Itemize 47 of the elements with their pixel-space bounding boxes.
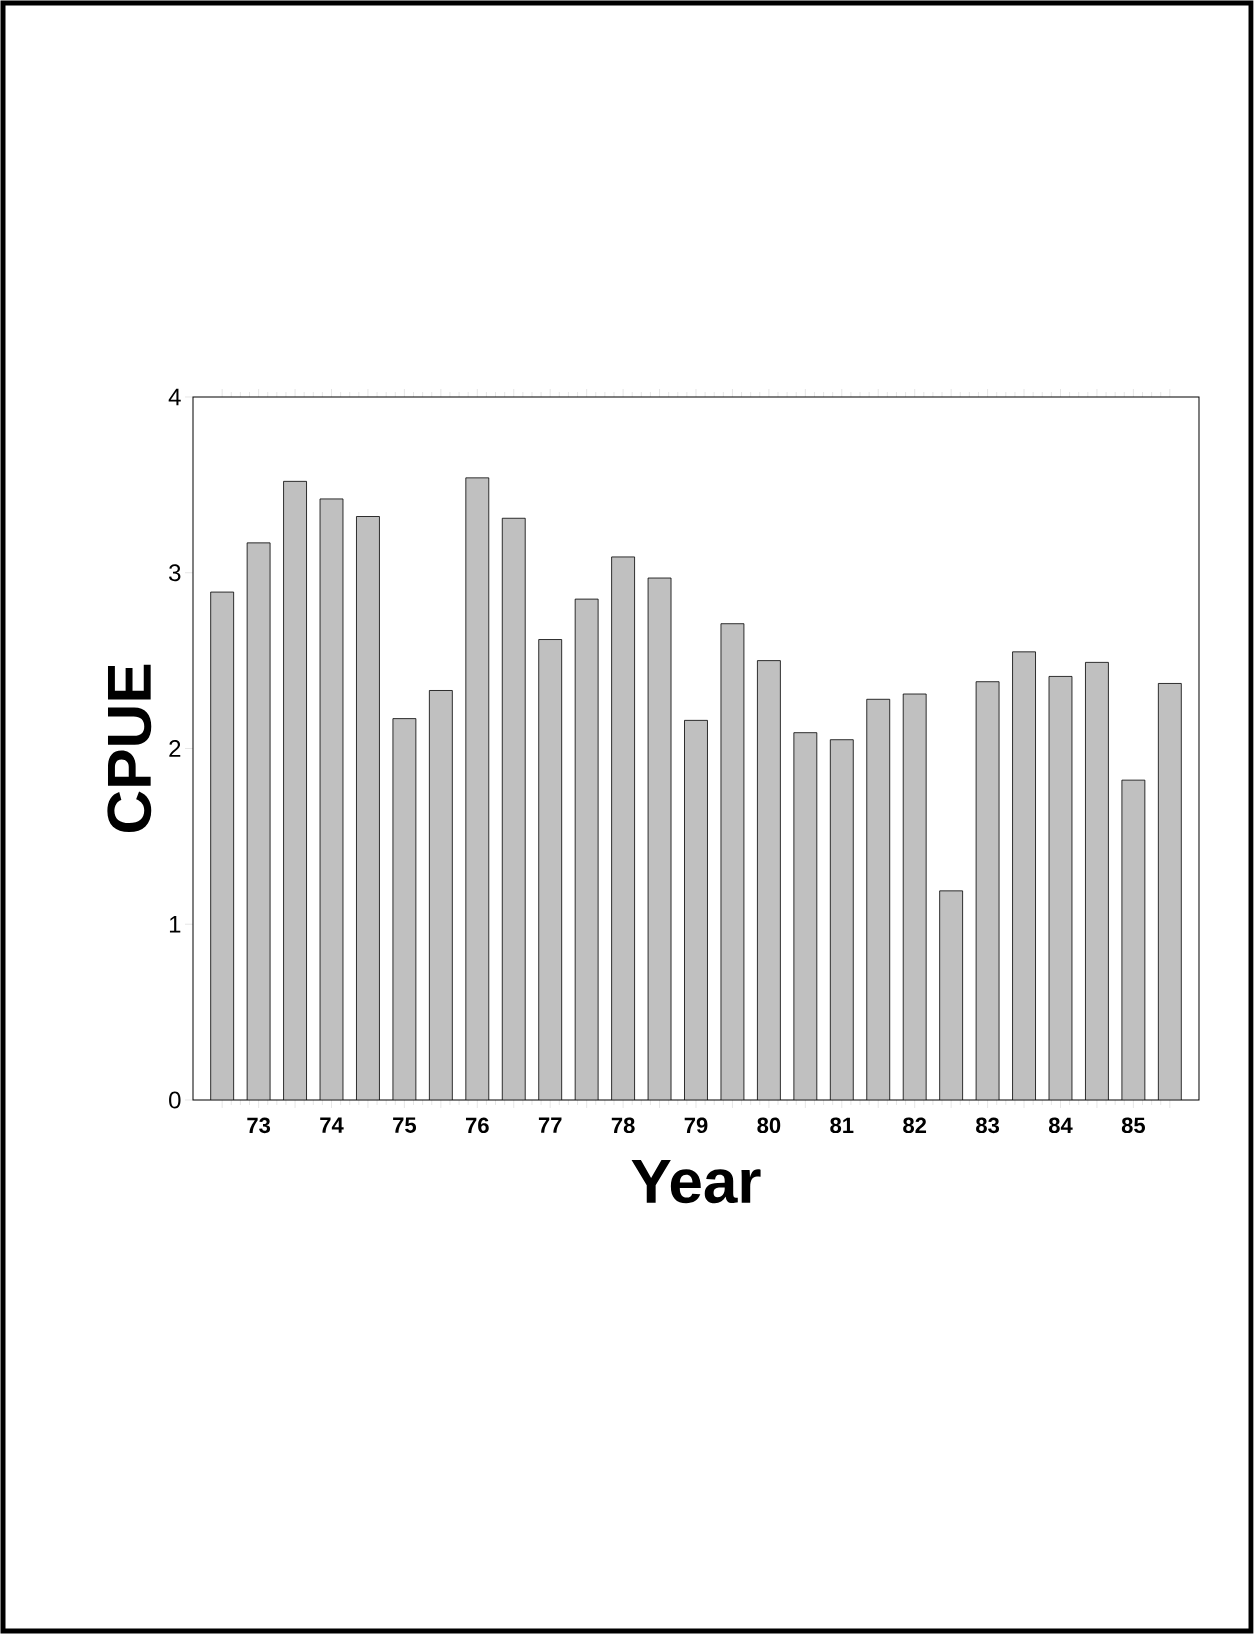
x-tick-label: 84	[1048, 1117, 1073, 1134]
y-tick-label: 4	[168, 388, 181, 406]
y-tick-label: 0	[169, 1091, 181, 1109]
bar	[502, 518, 526, 1100]
bar	[903, 694, 927, 1100]
x-tick-label: 73	[247, 1117, 271, 1134]
y-tick-label: 1	[169, 915, 181, 933]
bar	[866, 699, 890, 1100]
bar	[720, 623, 744, 1100]
bar	[1157, 683, 1182, 1100]
x-axis-title: Year	[631, 1160, 761, 1204]
y-tick-label: 2	[169, 740, 181, 757]
x-tick-label: 76	[466, 1117, 489, 1134]
x-tick-label: 85	[1121, 1117, 1145, 1134]
x-tick-label: 80	[757, 1117, 781, 1134]
bar	[465, 477, 489, 1100]
bar	[429, 690, 453, 1100]
bar	[1121, 780, 1145, 1100]
x-tick-label: 75	[393, 1117, 417, 1133]
bar	[210, 592, 234, 1100]
bar	[976, 681, 1000, 1100]
x-tick-label: 77	[538, 1117, 562, 1133]
bar	[611, 556, 635, 1100]
bar	[1085, 662, 1109, 1100]
bar	[648, 578, 672, 1100]
y-tick-label: 3	[169, 564, 181, 582]
bar	[356, 516, 380, 1100]
bar	[939, 890, 963, 1100]
bar	[1049, 676, 1072, 1100]
x-tick-label: 82	[903, 1117, 927, 1134]
bar	[1012, 651, 1036, 1100]
bar	[538, 639, 562, 1100]
bar	[684, 720, 708, 1100]
bar	[830, 739, 854, 1100]
x-tick-label: 78	[611, 1117, 635, 1134]
x-tick-label: 81	[830, 1117, 854, 1134]
bar	[793, 732, 817, 1100]
bar	[283, 481, 307, 1100]
bar	[757, 660, 781, 1100]
x-tick-label: 83	[976, 1117, 1000, 1134]
x-tick-label: 74	[320, 1117, 344, 1133]
bar	[575, 599, 599, 1100]
y-axis-title: CPUE	[107, 664, 152, 833]
x-tick-label: 79	[684, 1117, 708, 1134]
bar	[392, 718, 416, 1100]
bar	[320, 498, 343, 1100]
bar	[247, 542, 271, 1100]
